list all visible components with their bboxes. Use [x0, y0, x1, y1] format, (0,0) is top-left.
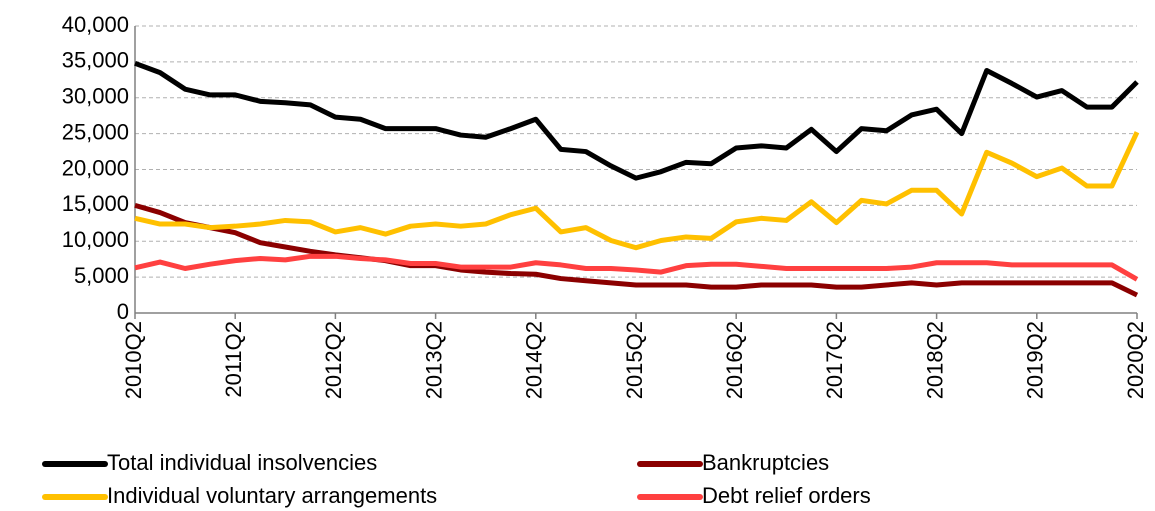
legend-label: Bankruptcies: [702, 450, 829, 475]
x-tick-label: 2015Q2: [622, 321, 647, 399]
x-tick-label: 2012Q2: [321, 321, 346, 399]
y-tick-label: 30,000: [62, 84, 129, 109]
y-tick-label: 25,000: [62, 119, 129, 144]
y-tick-label: 5,000: [74, 263, 129, 288]
x-tick-label: 2011Q2: [221, 321, 246, 398]
x-tick-label: 2016Q2: [722, 321, 747, 399]
legend-label: Debt relief orders: [702, 483, 871, 508]
legend-label: Individual voluntary arrangements: [107, 483, 437, 508]
x-tick-label: 2010Q2: [121, 321, 146, 399]
series-line: [134, 131, 1140, 251]
y-tick-label: 15,000: [62, 191, 129, 216]
legend-label: Total individual insolvencies: [107, 450, 377, 475]
y-tick-label: 40,000: [62, 12, 129, 37]
y-tick-label: 0: [117, 299, 129, 324]
series-line: [134, 253, 1139, 282]
x-tick-label: 2017Q2: [822, 321, 847, 399]
x-tick-label: 2018Q2: [922, 321, 947, 399]
series-line: [134, 202, 1139, 298]
series-line: [134, 60, 1139, 181]
x-tick-label: 2014Q2: [522, 321, 547, 399]
y-tick-label: 10,000: [62, 227, 129, 252]
x-tick-label: 2020Q2: [1123, 321, 1148, 399]
y-tick-label: 20,000: [62, 155, 129, 180]
y-tick-label: 35,000: [62, 48, 129, 73]
x-tick-label: 2019Q2: [1023, 321, 1048, 399]
x-tick-label: 2013Q2: [421, 321, 446, 399]
